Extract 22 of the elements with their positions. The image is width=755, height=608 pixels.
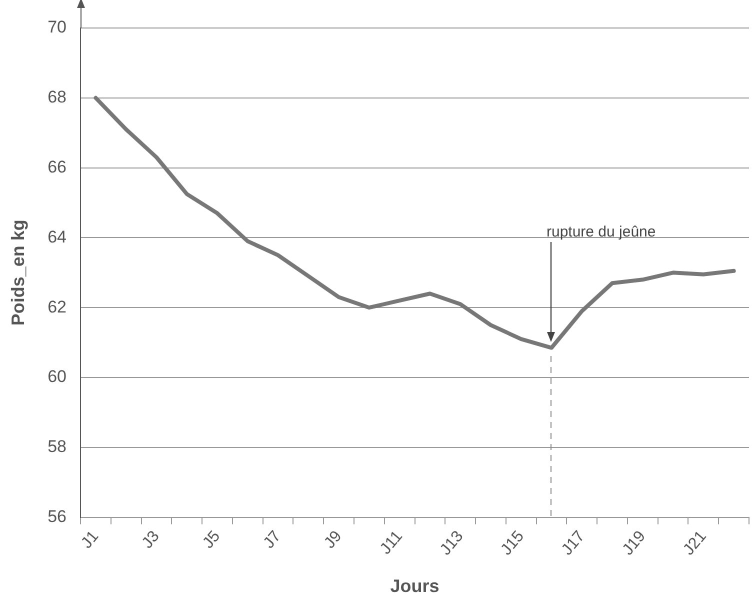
x-tick-label: J3	[139, 528, 163, 552]
x-tick-label: J1	[78, 528, 102, 552]
y-tick-label: 58	[48, 437, 67, 456]
y-tick-label: 62	[48, 297, 67, 316]
y-axis-title: Poids_en kg	[8, 220, 28, 326]
x-tick-label: J19	[619, 528, 650, 559]
y-tick-label: 66	[48, 157, 67, 176]
y-tick-label: 60	[48, 367, 67, 386]
y-tick-label: 64	[48, 227, 67, 246]
x-tick-label: J9	[321, 528, 346, 552]
y-tick-label: 70	[48, 18, 67, 37]
y-tick-label: 56	[48, 506, 67, 526]
annotation: rupture du jeûne	[546, 223, 656, 240]
x-tick-label: J11	[377, 528, 406, 558]
x-tick-label: J7	[260, 528, 285, 552]
x-tick-label: J17	[558, 528, 588, 559]
x-tick-label: J21	[680, 528, 710, 559]
x-tick-label: J5	[200, 528, 224, 552]
x-tick-label: J13	[437, 528, 467, 559]
y-tick-label: 68	[48, 88, 67, 107]
x-axis-title: Jours	[390, 576, 440, 596]
x-tick-label: J15	[498, 528, 528, 559]
